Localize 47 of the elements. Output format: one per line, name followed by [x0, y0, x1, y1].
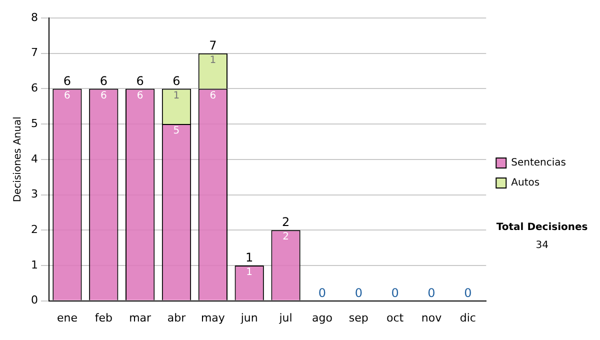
y-tick-label: 4 — [31, 152, 38, 166]
y-tick-label: 2 — [31, 222, 38, 236]
data-label: 6 — [210, 90, 216, 102]
y-tick-label: 7 — [31, 46, 38, 60]
total-label: 0 — [318, 286, 326, 300]
x-tick-label: sep — [348, 311, 368, 324]
data-label: 1 — [210, 54, 216, 66]
total-label: 0 — [354, 286, 362, 300]
y-tick-label: 6 — [31, 82, 38, 95]
data-label: 1 — [246, 267, 253, 278]
x-tick-label: feb — [94, 311, 112, 324]
y-tick-label: 1 — [31, 258, 38, 272]
legend-label: Sentencias — [511, 158, 566, 169]
total-label: 0 — [464, 286, 472, 300]
x-tick-label: nov — [421, 311, 442, 324]
total-label: 0 — [428, 286, 436, 300]
x-tick-label: mar — [129, 311, 152, 324]
data-label: 6 — [64, 90, 70, 102]
text: Total Decisiones — [496, 222, 588, 233]
y-tick-label: 8 — [31, 10, 38, 24]
y-tick-label: 5 — [31, 116, 38, 130]
data-label: 1 — [173, 90, 180, 102]
total-label: 2 — [282, 215, 290, 230]
x-tick-label: ene — [56, 311, 78, 324]
total-label: 1 — [246, 250, 254, 265]
total-label: 6 — [63, 74, 72, 88]
total-label: 6 — [100, 74, 108, 88]
y-axis-title: Decisiones Anual — [12, 116, 24, 202]
data-label: 2 — [282, 232, 289, 243]
x-tick-label: jun — [240, 311, 258, 324]
y-tick-label: 0 — [31, 294, 38, 307]
x-tick-label: oct — [386, 311, 404, 324]
data-label: 6 — [100, 90, 107, 102]
text: 34 — [536, 240, 548, 251]
x-tick-label: ago — [312, 311, 333, 324]
total-label: 7 — [209, 38, 217, 52]
y-tick-label: 3 — [31, 188, 38, 201]
total-label: 6 — [136, 74, 144, 88]
x-tick-label: may — [200, 311, 226, 324]
x-tick-label: abr — [167, 311, 186, 324]
total-label: 6 — [172, 74, 180, 88]
legend-label: Autos — [511, 178, 540, 189]
x-tick-label: dic — [460, 311, 476, 324]
x-tick-label: jul — [278, 311, 292, 324]
data-label: 6 — [136, 90, 144, 102]
data-label: 5 — [173, 126, 180, 137]
total-label: 0 — [391, 286, 399, 300]
